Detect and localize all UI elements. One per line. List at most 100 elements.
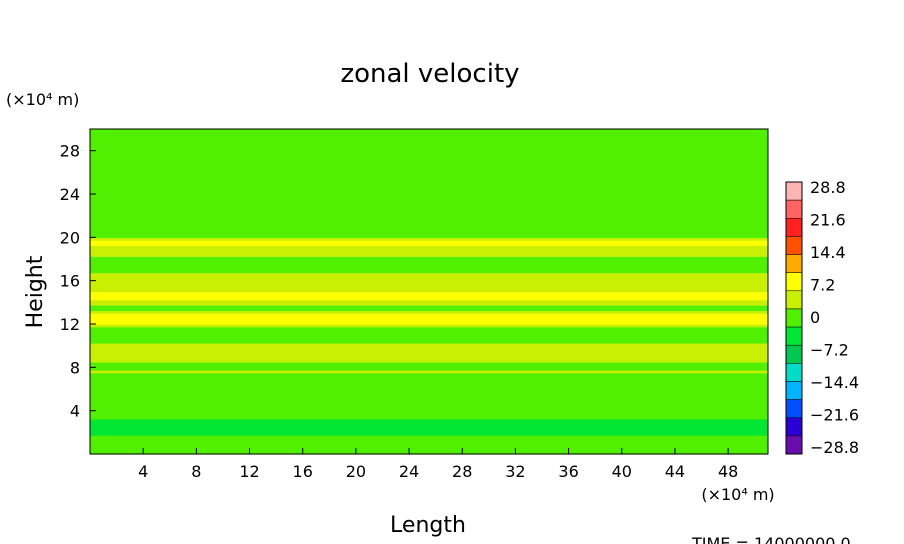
x-tick-label: 36	[558, 462, 578, 481]
heatmap-row	[90, 226, 768, 230]
heatmap-row	[90, 142, 768, 146]
heatmap-row	[90, 310, 768, 314]
x-tick-label: 20	[346, 462, 366, 481]
heatmap-row	[90, 353, 768, 358]
heatmap-row	[90, 340, 768, 344]
heatmap-row	[90, 248, 768, 252]
heatmap-row	[90, 397, 768, 401]
heatmap-row	[90, 145, 768, 149]
heatmap-row	[90, 166, 768, 171]
heatmap-row	[90, 259, 768, 263]
heatmap-row	[90, 326, 768, 331]
heatmap-row	[90, 413, 768, 417]
colorbar-swatch	[785, 417, 803, 437]
x-tick-label: 28	[452, 462, 472, 481]
heatmap-row	[90, 129, 768, 133]
heatmap-row	[90, 229, 768, 233]
heatmap-row	[90, 324, 768, 328]
heatmap-row	[90, 234, 768, 238]
colorbar-swatch	[785, 218, 803, 237]
heatmap-row	[90, 153, 768, 157]
heatmap-row	[90, 299, 768, 303]
heatmap-row	[90, 245, 768, 249]
colorbar-label: −14.4	[810, 373, 859, 392]
colorbar-label: 0	[810, 308, 820, 327]
heatmap-row	[90, 416, 768, 420]
heatmap-row	[90, 389, 768, 393]
heatmap-row	[90, 277, 768, 282]
x-tick-label: 44	[665, 462, 685, 481]
heatmap-row	[90, 426, 768, 431]
heatmap-row	[90, 264, 768, 268]
heatmap-row	[90, 370, 768, 374]
heatmap-row	[90, 267, 768, 271]
heatmap-row	[90, 196, 768, 201]
colorbar-swatch	[785, 363, 803, 382]
heatmap-row	[90, 212, 768, 217]
heatmap-row	[90, 410, 768, 414]
heatmap-row	[90, 180, 768, 184]
heatmap-row	[90, 296, 768, 301]
x-axis-unit-label: (×10⁴ m)	[701, 485, 774, 504]
heatmap-row	[90, 202, 768, 206]
heatmap-row	[90, 437, 768, 442]
colorbar-swatch	[785, 290, 803, 310]
colorbar-label: −21.6	[810, 406, 859, 425]
heatmap-row	[90, 250, 768, 255]
y-tick-label: 24	[60, 185, 80, 204]
colorbar-label: 28.8	[810, 178, 846, 197]
y-tick-label: 20	[60, 228, 80, 247]
heatmap-row	[90, 172, 768, 176]
heatmap-row	[90, 150, 768, 154]
heatmap-row	[90, 342, 768, 347]
heatmap-row	[90, 445, 768, 450]
heatmap-row	[90, 288, 768, 293]
heatmap-row	[90, 429, 768, 433]
heatmap-row	[90, 131, 768, 136]
colorbar-swatch	[785, 435, 803, 455]
heatmap-row	[90, 275, 768, 279]
plot-frame	[89, 128, 769, 455]
heatmap-row	[90, 402, 768, 406]
heatmap-row	[90, 240, 768, 244]
heatmap-row	[90, 418, 768, 423]
heatmap-row	[90, 253, 768, 257]
heatmap-row	[90, 237, 768, 241]
y-axis-label: Height	[23, 255, 48, 328]
heatmap-row	[90, 221, 768, 225]
colorbar-label: 21.6	[810, 211, 846, 230]
heatmap-row	[90, 231, 768, 236]
heatmap-row	[90, 161, 768, 165]
y-axis-unit-label: (×10⁴ m)	[6, 90, 79, 109]
heatmap-row	[90, 175, 768, 179]
heatmap-row	[90, 421, 768, 425]
heatmap-row	[90, 177, 768, 182]
heatmap-row	[90, 424, 768, 428]
y-tick-label: 16	[60, 272, 80, 291]
heatmap-row	[90, 191, 768, 195]
heatmap-row	[90, 440, 768, 444]
heatmap-row	[90, 405, 768, 409]
colorbar-label: −7.2	[810, 341, 849, 360]
heatmap-row	[90, 332, 768, 336]
heatmap-row	[90, 348, 768, 352]
y-tick-label: 8	[70, 358, 80, 377]
heatmap-row	[90, 305, 768, 309]
colorbar-label: −28.8	[810, 438, 859, 457]
heatmap-row	[90, 169, 768, 173]
heatmap-row	[90, 380, 768, 385]
heatmap-row	[90, 337, 768, 341]
heatmap-row	[90, 286, 768, 290]
x-tick-label: 32	[505, 462, 525, 481]
heatmap-row	[90, 291, 768, 295]
x-tick-label: 24	[399, 462, 419, 481]
x-axis-ticks: 4 8 12 16 20 24 28 32 36 40 44 48	[138, 448, 738, 481]
y-tick-label: 4	[70, 402, 80, 421]
heatmap-row	[90, 210, 768, 214]
heatmap-row	[90, 137, 768, 141]
heatmap-row	[90, 372, 768, 377]
x-tick-label: 48	[718, 462, 738, 481]
heatmap-row	[90, 215, 768, 219]
colorbar-swatch	[785, 344, 803, 364]
colorbar-swatch	[785, 326, 803, 346]
